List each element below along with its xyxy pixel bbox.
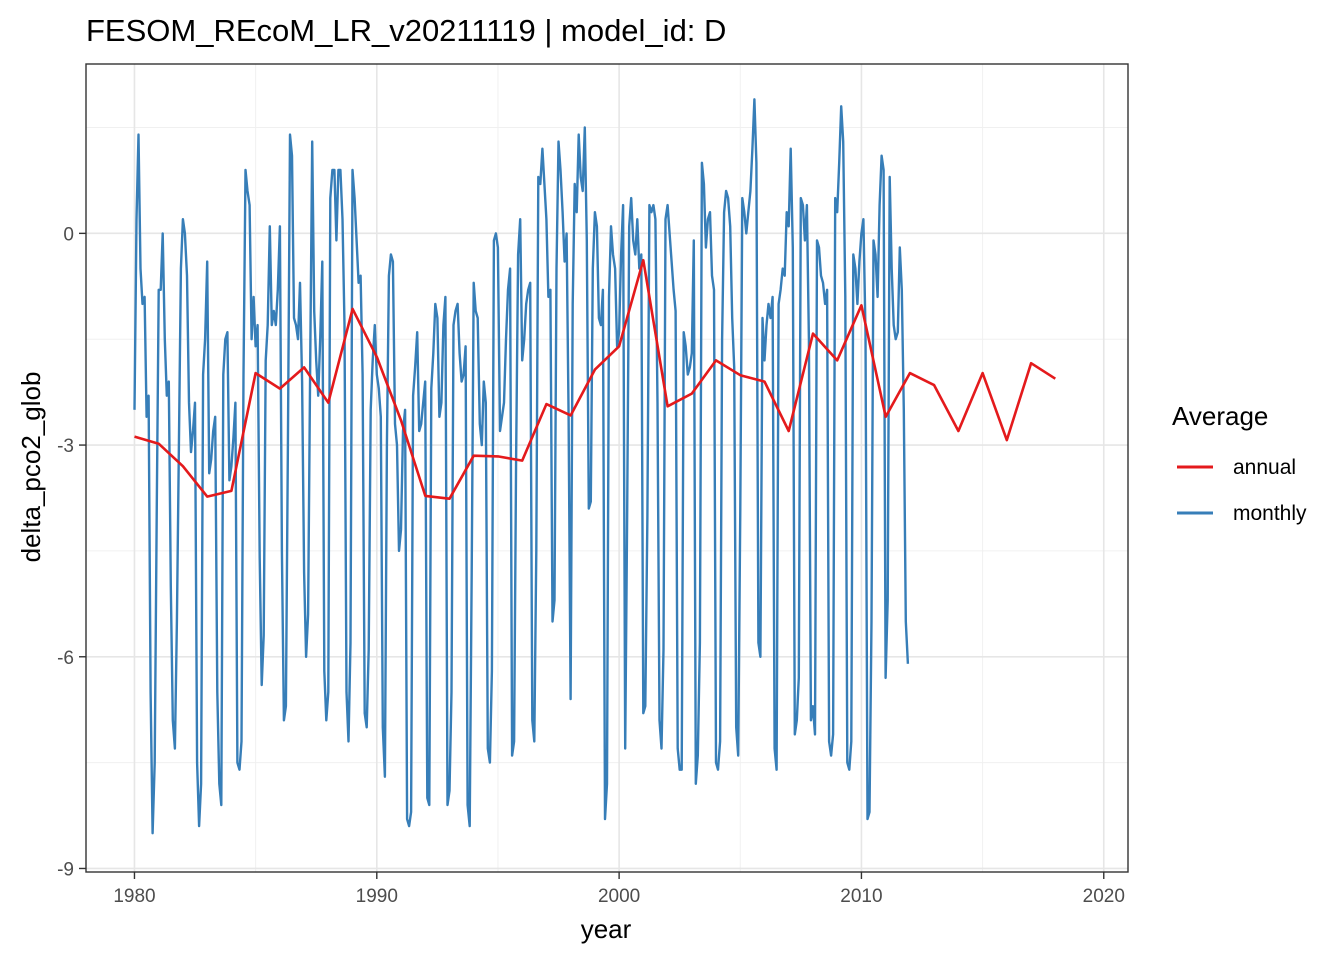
series-line-annual: [134, 258, 1057, 501]
x-tick-label: 2020: [1083, 886, 1125, 907]
chart-title: FESOM_REcoM_LR_v20211119 | model_id: D: [86, 13, 726, 48]
series-line-monthly: [133, 98, 910, 835]
x-axis-title: year: [581, 914, 632, 944]
legend: Average annual monthly: [1172, 401, 1307, 525]
legend-label-annual: annual: [1233, 456, 1296, 479]
x-tick-label: 1980: [113, 886, 155, 907]
y-tick-label: 0: [63, 224, 74, 245]
x-tick-label: 2010: [840, 886, 882, 907]
plot-frame: [85, 63, 1129, 873]
legend-title: Average: [1172, 401, 1268, 431]
y-tick-label: -6: [57, 648, 74, 669]
y-axis-title: delta_pco2_glob: [16, 372, 46, 563]
y-tick-label: -3: [57, 436, 74, 457]
series-layer: [133, 98, 1057, 835]
legend-label-monthly: monthly: [1233, 502, 1307, 525]
axis-ticks: 1980 1990 2000 2010 2020 -9 -6 -3 0: [57, 224, 1125, 907]
y-tick-label: -9: [57, 859, 74, 880]
x-tick-label: 2000: [598, 886, 640, 907]
x-tick-label: 1990: [356, 886, 398, 907]
